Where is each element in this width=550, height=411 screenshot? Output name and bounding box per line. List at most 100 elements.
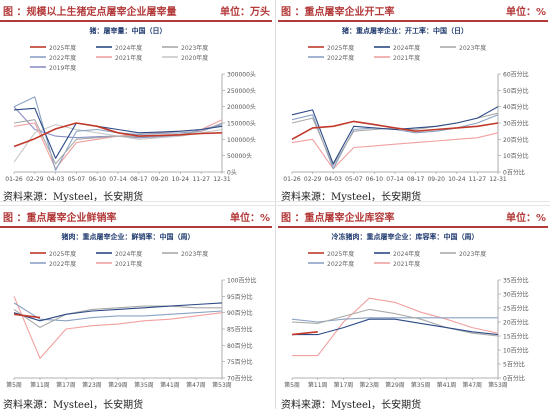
x-tick-label: 第11周 <box>30 381 50 389</box>
x-tick-label: 09-20 <box>427 176 445 183</box>
x-tick-label: 05-07 <box>68 176 86 183</box>
x-tick-label: 08-17 <box>130 176 148 183</box>
y-tick-label: 100百分比 <box>227 277 256 285</box>
y-tick-label: 100000头 <box>227 136 256 144</box>
x-tick-label: 06-10 <box>88 176 106 183</box>
x-tick-label: 第47周 <box>186 381 206 389</box>
y-tick-label: 90百分比 <box>227 309 253 317</box>
y-tick-label: 20百分比 <box>503 136 529 144</box>
y-tick-label: 75百分比 <box>227 358 253 366</box>
legend-label: 2020年度 <box>181 54 208 62</box>
x-tick-label: 10-24 <box>172 176 190 183</box>
legend-label: 2023年度 <box>459 250 486 258</box>
y-tick-label: 200000头 <box>227 103 256 111</box>
x-tick-label: 第17周 <box>56 381 76 389</box>
legend-label: 2023年度 <box>459 44 486 52</box>
y-tick-label: 250000头 <box>227 87 256 95</box>
y-tick-label: 30百分比 <box>503 291 529 299</box>
series-line <box>13 122 223 148</box>
y-tick-label: 50000头 <box>227 152 252 160</box>
y-tick-label: 25百分比 <box>503 305 529 313</box>
x-tick-label: 第11周 <box>308 381 328 389</box>
panel-title: 图 ：重点屠宰企业开工率 <box>281 7 395 18</box>
y-tick-label: 30百分比 <box>503 120 529 128</box>
x-tick-label: 10-24 <box>448 176 466 183</box>
series-line <box>291 132 499 170</box>
y-tick-label: 50百分比 <box>503 87 529 95</box>
panel-title-bar: 图 ：重点屠宰企业鲜销率 单位：% <box>0 206 272 228</box>
y-tick-label: 5百分比 <box>503 361 525 369</box>
y-tick-label: 150000头 <box>227 120 256 128</box>
series-line <box>13 305 222 328</box>
legend-label: 2021年度 <box>115 54 142 62</box>
chart-title: 冷冻猪肉：重点屠宰企业：库容率：中国（周） <box>332 232 479 241</box>
panel-slaughter-volume: 图 ：规模以上生猪定点屠宰企业屠宰量 单位：万头 猪：屠宰量：中国（日） 2025… <box>0 0 272 203</box>
y-tick-label: 40百分比 <box>503 103 529 111</box>
panel-fresh-sales-rate: 图 ：重点屠宰企业鲜销率 单位：% 猪肉：重点屠宰企业：鲜销率：中国（周） 202… <box>0 206 272 411</box>
series-line <box>291 106 499 165</box>
x-tick-label: 08-17 <box>407 176 425 183</box>
legend-label: 2025年度 <box>49 250 76 258</box>
x-tick-label: 第5周 <box>6 381 22 389</box>
series-line <box>291 331 318 336</box>
x-tick-label: 11-27 <box>192 176 210 183</box>
panel-unit: 单位：% <box>505 7 546 18</box>
x-tick-label: 04-03 <box>324 176 342 183</box>
panel-title: 图 ：重点屠宰企业库容率 <box>281 213 395 224</box>
panel-unit: 单位：% <box>229 213 270 224</box>
legend-label: 2023年度 <box>181 250 208 258</box>
legend-label: 2025年度 <box>49 44 76 52</box>
x-tick-label: 第23周 <box>82 381 102 389</box>
series-line <box>13 119 223 170</box>
x-tick-label: 第5周 <box>284 381 300 389</box>
x-tick-label: 09-20 <box>151 176 169 183</box>
x-tick-label: 12-31 <box>213 176 231 183</box>
y-tick-label: 300000头 <box>227 71 256 79</box>
y-tick-label: 95百分比 <box>227 293 253 301</box>
y-tick-label: 10百分比 <box>503 152 529 160</box>
y-tick-label: 70百分比 <box>227 375 253 383</box>
chart-fresh-sales-rate: 猪肉：重点屠宰企业：鲜销率：中国（周） 2025年度 2024年度 2023年度 202… <box>6 232 256 389</box>
x-tick-label: 第35周 <box>134 381 154 389</box>
source-note: 资料来源：Mysteel，长安期货 <box>281 400 422 411</box>
x-tick-label: 11-27 <box>469 176 487 183</box>
x-tick-label: 12-31 <box>489 176 507 183</box>
legend-label: 2022年度 <box>327 54 354 62</box>
chart-operating-rate: 猪：重点屠宰企业：开工率：中国（日） 2025年度 2024年度 2023年度 2022… <box>283 26 529 183</box>
panel-title-bar: 图 ：规模以上生猪定点屠宰企业屠宰量 单位：万头 <box>0 0 272 22</box>
legend-label: 2024年度 <box>115 44 142 52</box>
x-tick-label: 04-03 <box>47 176 65 183</box>
series-line <box>13 296 223 359</box>
y-tick-label: 80百分比 <box>227 342 253 350</box>
panel-unit: 单位：万头 <box>220 7 270 18</box>
series-line <box>13 313 41 319</box>
x-tick-label: 01-26 <box>5 176 23 183</box>
legend-label: 2025年度 <box>327 250 354 258</box>
y-tick-label: 15百分比 <box>503 333 529 341</box>
legend-label: 2021年度 <box>115 260 142 268</box>
x-tick-label: 第41周 <box>437 381 457 389</box>
y-tick-label: 85百分比 <box>227 326 253 334</box>
chart-title: 猪：重点屠宰企业：开工率：中国（日） <box>341 26 468 35</box>
panel-storage-rate: 图 ：重点屠宰企业库容率 单位：% 冷冻猪肉：重点屠宰企业：库容率：中国（周） 2… <box>278 206 550 411</box>
chart-slaughter-volume: 猪：屠宰量：中国（日） 2025年度 2024年度 2023年度 2022年度 2021年… <box>5 26 256 183</box>
x-tick-label: 第53周 <box>212 381 232 389</box>
x-tick-label: 第29周 <box>108 381 128 389</box>
series-line <box>13 107 223 159</box>
chart-storage-rate: 冷冻猪肉：重点屠宰企业：库容率：中国（周） 2025年度 2024年度 2023年度 2… <box>284 232 529 389</box>
x-tick-label: 07-14 <box>109 176 127 183</box>
y-tick-label: 35百分比 <box>503 277 529 285</box>
legend-label: 2022年度 <box>327 260 354 268</box>
legend-label: 2024年度 <box>393 44 420 52</box>
x-tick-label: 02-29 <box>26 176 44 183</box>
legend-label: 2023年度 <box>181 44 208 52</box>
x-tick-label: 05-07 <box>345 176 363 183</box>
source-note: 资料来源：Mysteel，长安期货 <box>3 192 144 203</box>
series-line <box>291 120 499 140</box>
series-line <box>13 119 223 165</box>
x-tick-label: 第47周 <box>462 381 482 389</box>
x-tick-label: 第41周 <box>160 381 180 389</box>
series-line <box>13 302 223 322</box>
chart-title: 猪：屠宰量：中国（日） <box>89 26 167 35</box>
series-line <box>292 318 499 336</box>
